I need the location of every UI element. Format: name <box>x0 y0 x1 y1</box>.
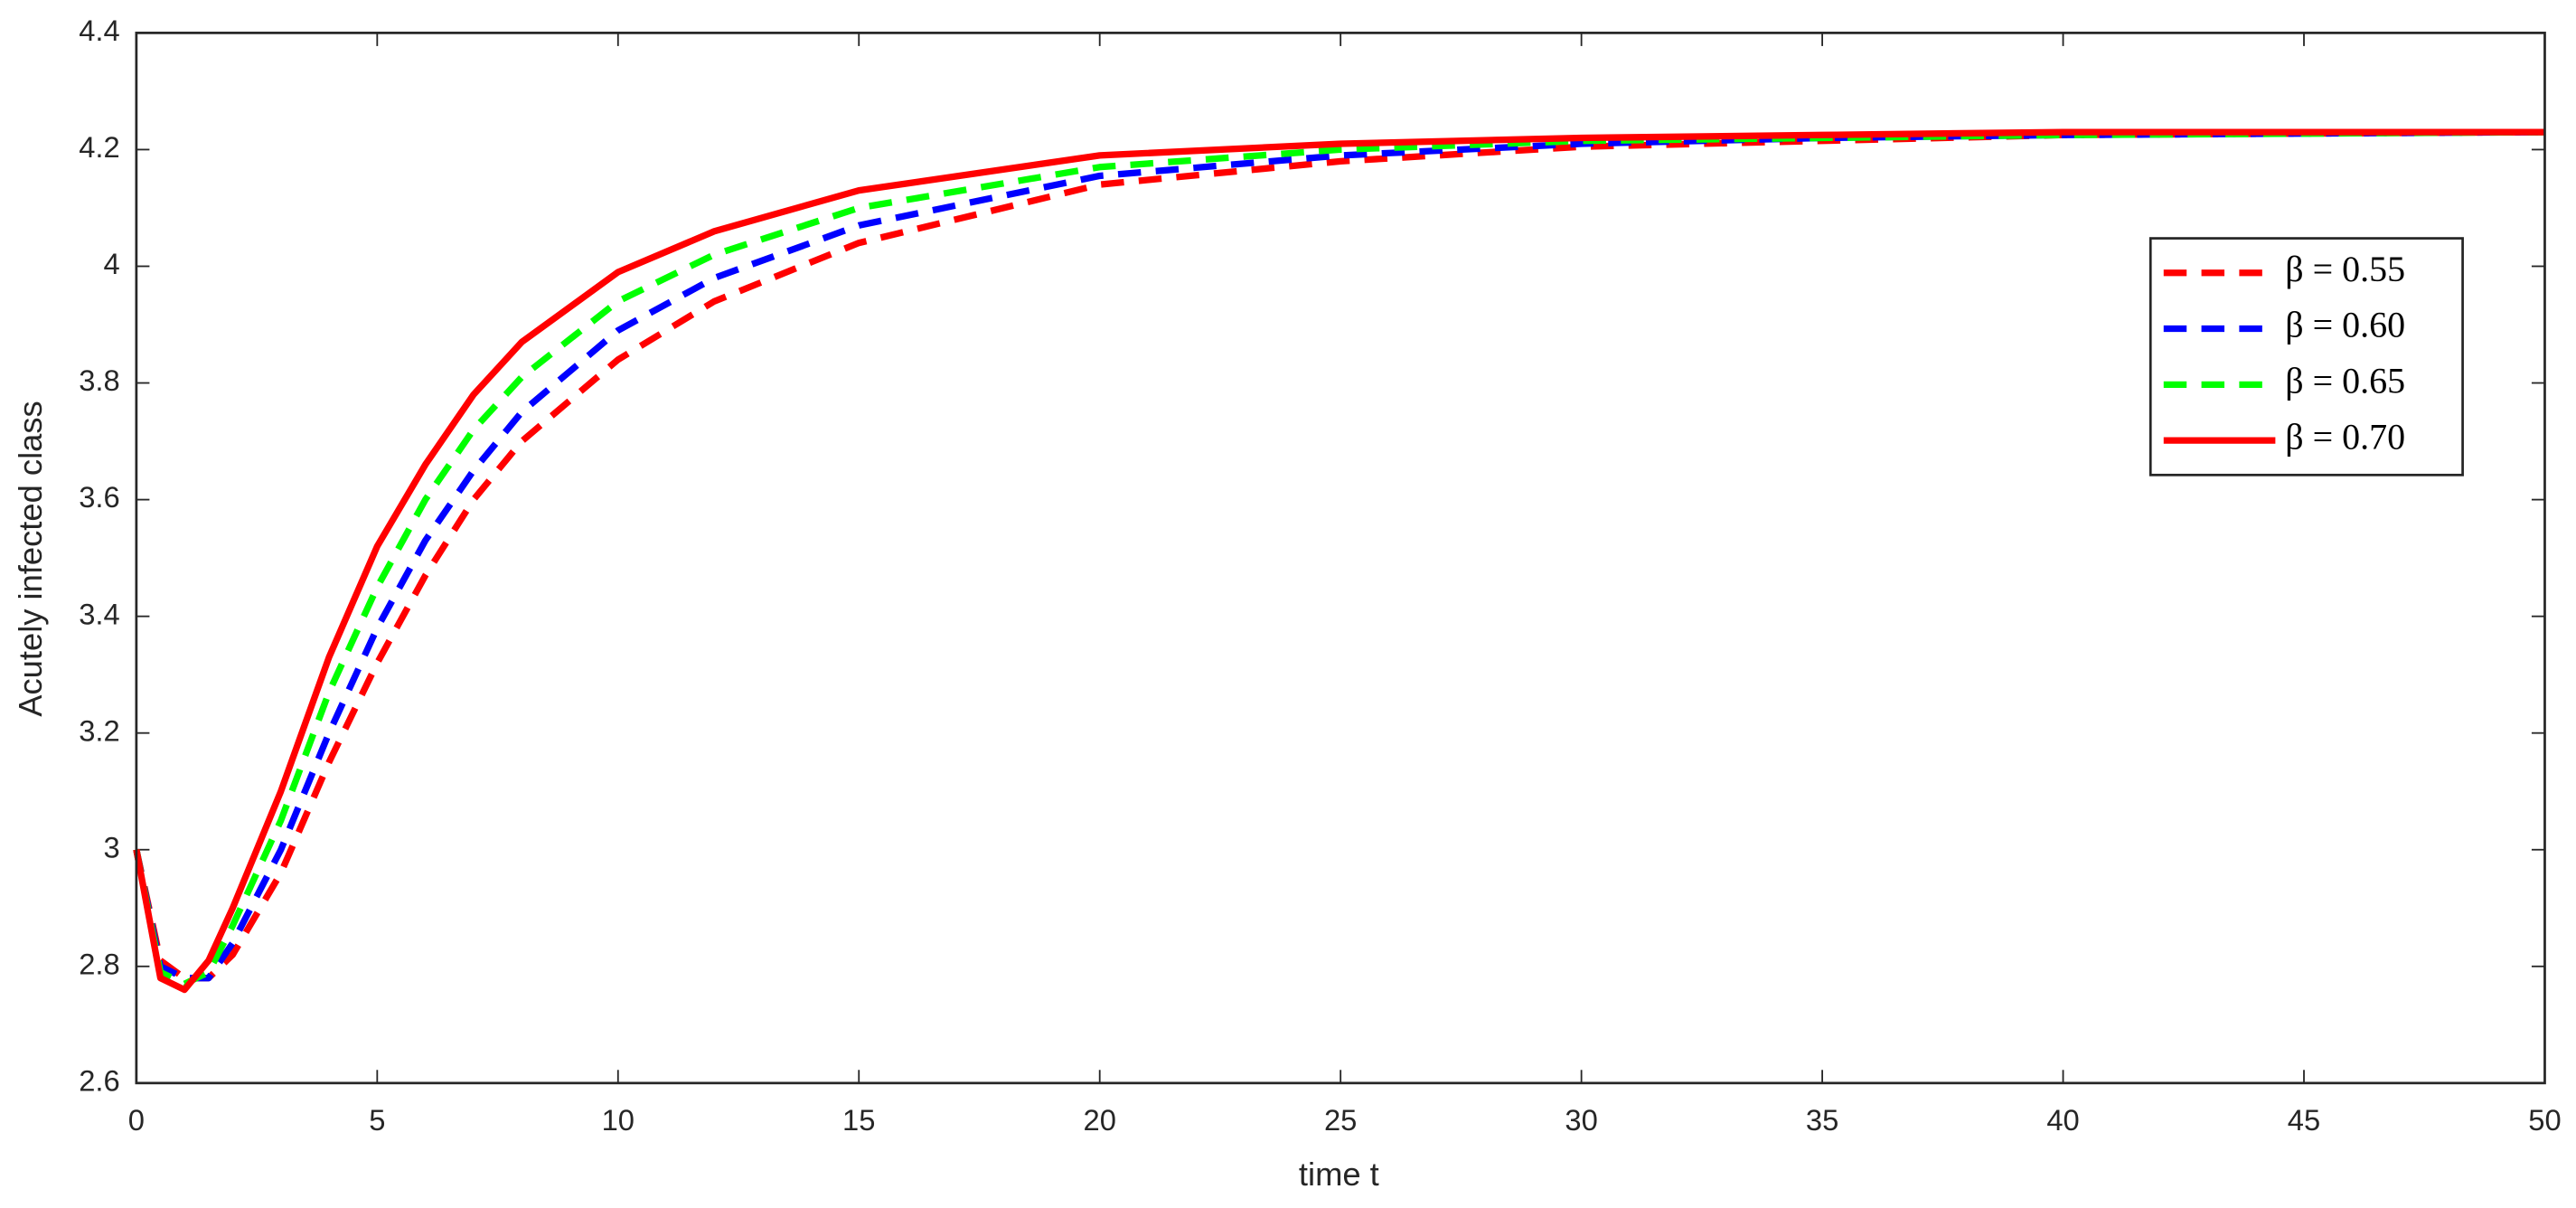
series-line <box>133 128 2545 994</box>
x-tick-label: 20 <box>1084 1103 1116 1137</box>
x-tick-label: 0 <box>128 1103 145 1137</box>
x-tick-label: 25 <box>1324 1103 1357 1137</box>
x-tick-label: 45 <box>2288 1103 2320 1137</box>
y-axis-label: Acutely infected class <box>12 401 49 716</box>
y-tick-label: 3.2 <box>79 713 119 747</box>
x-tick-label: 30 <box>1565 1103 1597 1137</box>
y-tick-label: 3.4 <box>79 597 119 630</box>
x-tick-label: 5 <box>369 1103 385 1137</box>
x-tick-label: 40 <box>2046 1103 2079 1137</box>
y-tick-label: 2.8 <box>79 947 119 980</box>
x-tick-label: 35 <box>1806 1103 1838 1137</box>
x-axis-label: time t <box>1299 1156 1379 1193</box>
series-line <box>133 128 2545 982</box>
y-tick-label: 3.8 <box>79 363 119 397</box>
x-tick-label: 10 <box>602 1103 635 1137</box>
y-tick-label: 2.6 <box>79 1063 119 1097</box>
legend-label: β = 0.65 <box>2285 361 2405 401</box>
x-tick-label: 15 <box>842 1103 875 1137</box>
series-line <box>133 128 2545 982</box>
plot-frame <box>135 32 2546 1085</box>
y-tick-label: 3.6 <box>79 480 119 514</box>
y-tick-label: 3 <box>103 830 119 864</box>
x-tick-label: 50 <box>2528 1103 2561 1137</box>
legend-label: β = 0.55 <box>2285 249 2405 289</box>
y-tick-label: 4.2 <box>79 130 119 164</box>
y-tick-label: 4 <box>103 247 119 280</box>
legend-label: β = 0.60 <box>2285 305 2405 345</box>
legend-label: β = 0.70 <box>2285 416 2405 457</box>
y-tick-label: 4.4 <box>79 14 119 47</box>
legend-box <box>2148 237 2464 477</box>
